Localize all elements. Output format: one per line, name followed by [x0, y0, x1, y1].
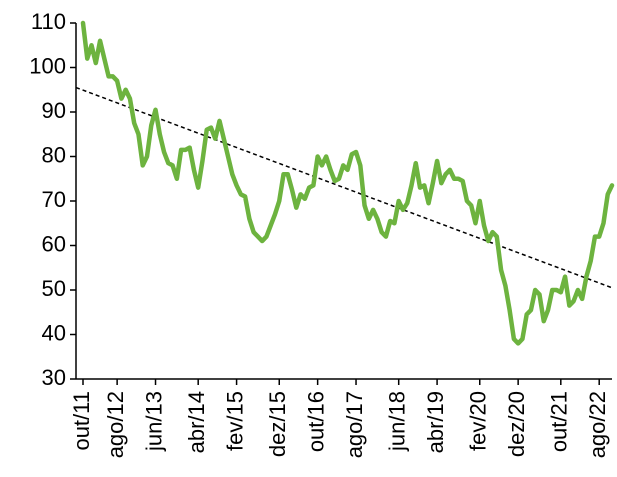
- x-tick-label: fev/15: [222, 391, 247, 451]
- y-tick-label: 100: [29, 53, 66, 78]
- y-tick-label: 50: [42, 276, 66, 301]
- x-tick-label: out/21: [547, 391, 572, 452]
- series-line: [80, 20, 615, 346]
- x-tick-label: jun/13: [141, 391, 166, 452]
- x-tick-label: ago/12: [103, 391, 128, 458]
- x-tick-label: abr/14: [184, 391, 209, 453]
- x-tick-label: ago/22: [585, 391, 610, 458]
- y-tick-label: 40: [42, 320, 66, 345]
- x-tick-label: ago/17: [342, 391, 367, 458]
- x-tick-label: out/16: [303, 391, 328, 452]
- x-tick-label: out/11: [69, 391, 94, 451]
- x-tick-label: dez/20: [504, 391, 529, 457]
- y-tick-label: 70: [42, 187, 66, 212]
- x-tick-label: jun/18: [385, 391, 410, 452]
- y-tick-label: 90: [42, 98, 66, 123]
- x-tick-label: abr/19: [423, 391, 448, 453]
- y-tick-label: 80: [42, 142, 66, 167]
- x-tick-label: fev/20: [466, 391, 491, 451]
- y-tick-label: 110: [31, 9, 66, 34]
- x-tick-label: dez/15: [265, 391, 290, 457]
- trend-line: [75, 86, 613, 289]
- y-tick-label: 30: [42, 365, 66, 390]
- y-tick-label: 60: [42, 231, 66, 256]
